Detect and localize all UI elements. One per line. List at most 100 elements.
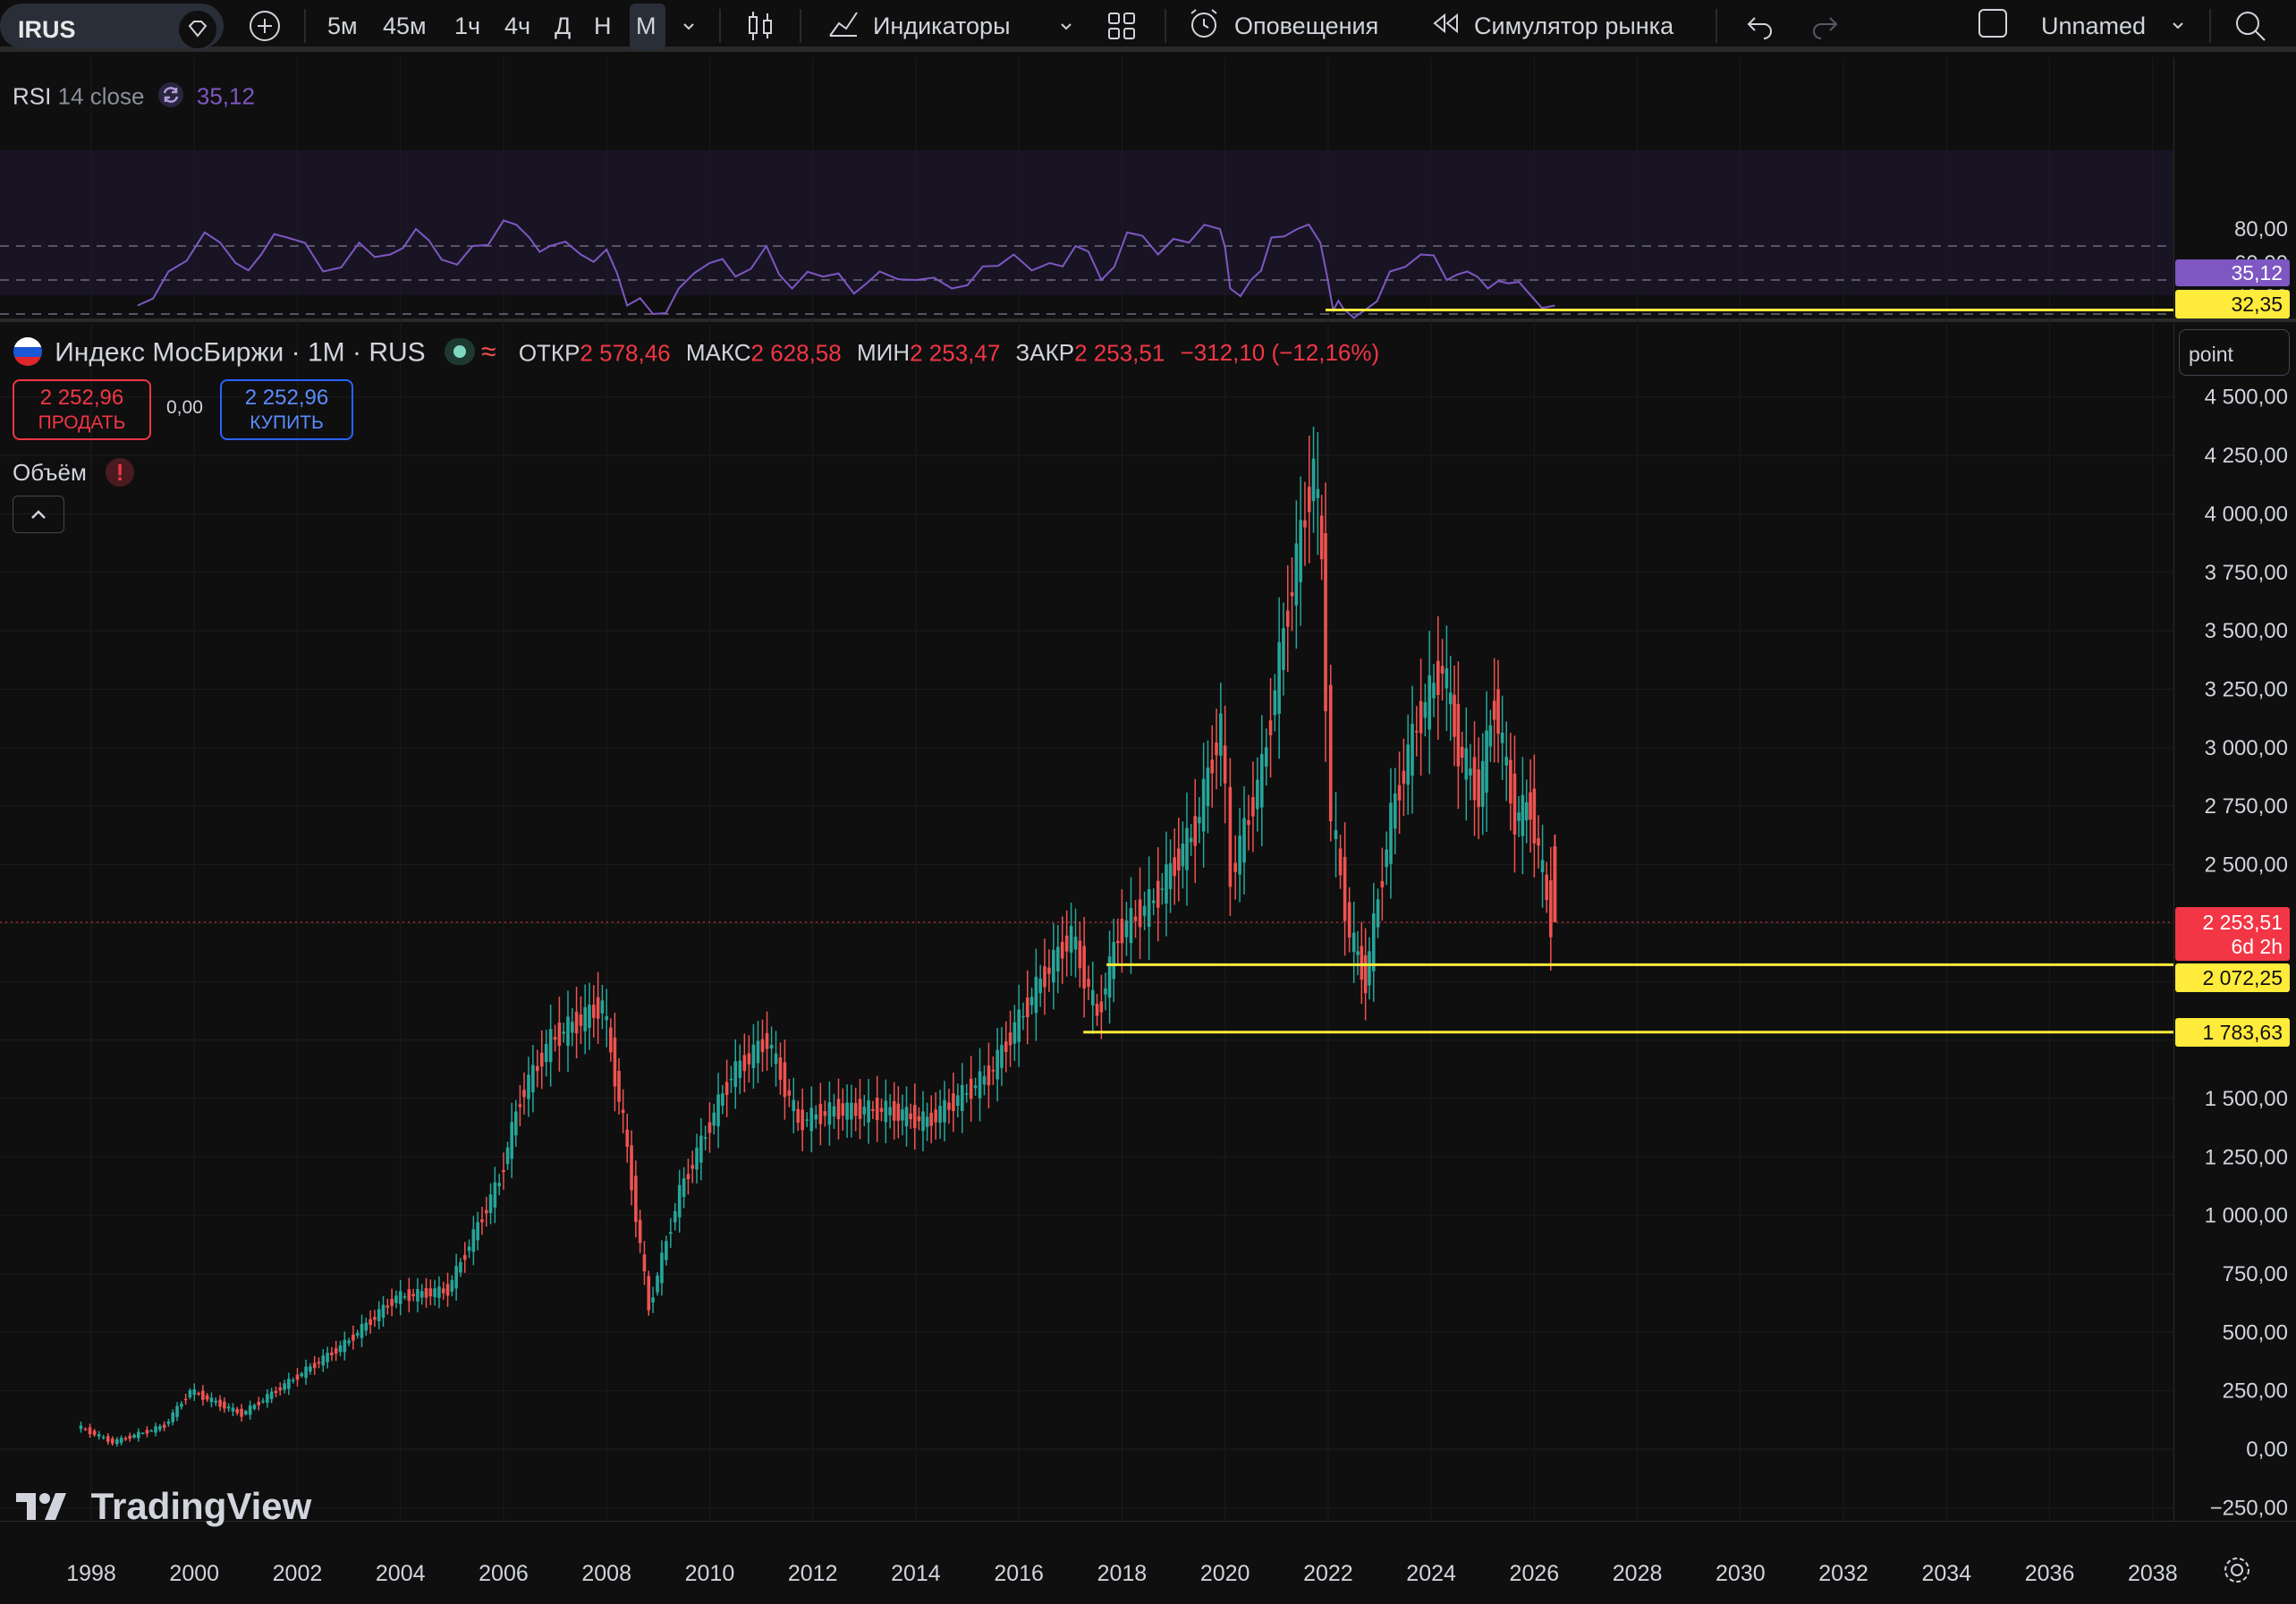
- candle-body: [747, 1053, 751, 1065]
- alerts-button[interactable]: Оповещения: [1186, 0, 1378, 52]
- timeframe-month[interactable]: М: [636, 12, 657, 39]
- price-axis[interactable]: [2173, 57, 2296, 1521]
- undo-icon[interactable]: [1744, 0, 1775, 52]
- compare-icon[interactable]: ≈: [481, 337, 496, 368]
- time-axis[interactable]: [0, 1521, 2296, 1604]
- timeframe-dropdown-icon[interactable]: [680, 0, 698, 52]
- timeframe-5m[interactable]: 5м: [327, 12, 358, 39]
- candle-body: [197, 1393, 200, 1395]
- market-replay-button[interactable]: Симулятор рынка: [1429, 0, 1673, 52]
- rsi-legend[interactable]: RSI 14 close 35,12: [13, 81, 255, 115]
- tradingview-watermark: TradingView: [16, 1485, 311, 1531]
- candle-body: [205, 1395, 209, 1400]
- market-replay-label: Симулятор рынка: [1474, 12, 1674, 39]
- candle-body: [982, 1075, 987, 1085]
- candle-body: [1210, 760, 1215, 774]
- candle-body: [1000, 1045, 1004, 1068]
- add-symbol-icon[interactable]: [247, 0, 283, 52]
- indicators-button[interactable]: Индикаторы: [826, 0, 1010, 52]
- collapse-legend-button[interactable]: [13, 496, 64, 533]
- timeframe-4h[interactable]: 4ч: [504, 12, 531, 39]
- candle-body: [1078, 940, 1082, 969]
- candle-body: [973, 1085, 978, 1089]
- candle-body: [428, 1288, 433, 1297]
- candle-body: [291, 1379, 295, 1382]
- candle-body: [1363, 955, 1368, 994]
- candle-body: [879, 1108, 884, 1112]
- candles-icon[interactable]: [744, 0, 776, 52]
- rsi-settings-icon[interactable]: [157, 81, 185, 115]
- candle-body: [1043, 966, 1046, 988]
- candle-body: [651, 1297, 655, 1303]
- candle-body: [101, 1437, 106, 1439]
- candle-body: [480, 1219, 484, 1223]
- candle-body: [1181, 844, 1185, 867]
- indicators-dropdown-icon[interactable]: [1057, 0, 1075, 52]
- candle-body: [287, 1379, 291, 1389]
- volume-legend[interactable]: Объём !: [13, 458, 135, 487]
- time-axis-label: 2030: [1716, 1561, 1766, 1586]
- candle-body: [783, 1062, 787, 1098]
- main-legend[interactable]: Индекс МосБиржи · 1M · RUS ≈ ОТКР2 578,4…: [13, 336, 1379, 373]
- high-value: 2 628,58: [750, 339, 842, 367]
- timeframe-day[interactable]: Д: [555, 12, 572, 39]
- rsi-name: RSI: [13, 82, 52, 110]
- sell-button[interactable]: 2 252,96 ПРОДАТЬ: [13, 379, 151, 440]
- open-label: ОТКР: [518, 339, 580, 367]
- candle-body: [106, 1436, 110, 1442]
- candle-body: [1500, 733, 1504, 743]
- layout-menu[interactable]: Unnamed: [1977, 0, 2187, 52]
- pro-diamond-icon[interactable]: [177, 9, 218, 50]
- candle-body: [814, 1114, 818, 1120]
- timeframe-45m[interactable]: 45м: [383, 12, 427, 39]
- price-axis-label: 4 250,00: [2205, 444, 2288, 468]
- candle-body: [261, 1400, 265, 1403]
- time-axis-label: 2016: [994, 1561, 1044, 1586]
- layouts-grid-icon[interactable]: [1106, 0, 1138, 52]
- volume-warning-icon[interactable]: !: [106, 458, 135, 487]
- candle-body: [83, 1429, 88, 1430]
- quick-search-icon[interactable]: [2232, 0, 2268, 52]
- candle-body: [1277, 641, 1281, 715]
- rsi-axis-label: 80,00: [2234, 217, 2288, 242]
- candle-body: [801, 1109, 804, 1131]
- candle-body: [240, 1408, 243, 1417]
- time-axis-label: 2006: [479, 1561, 529, 1586]
- candle-body: [845, 1102, 849, 1120]
- timeframe-1h[interactable]: 1ч: [454, 12, 481, 39]
- redo-icon[interactable]: [1810, 0, 1841, 52]
- candle-body: [938, 1105, 942, 1124]
- candle-body: [531, 1065, 535, 1093]
- candle-body: [1504, 757, 1509, 766]
- timeframe-week[interactable]: Н: [594, 12, 612, 39]
- candle-body: [1402, 770, 1406, 785]
- time-axis-label: 2000: [169, 1561, 219, 1586]
- candle-body: [841, 1103, 845, 1116]
- candle-body: [677, 1184, 682, 1218]
- candle-body: [1021, 1015, 1025, 1018]
- high-label: МАКС: [685, 339, 751, 367]
- pane-separator[interactable]: [0, 318, 2296, 322]
- candle-body: [1464, 748, 1469, 780]
- candle-body: [1189, 837, 1193, 843]
- candle-body: [1104, 988, 1107, 995]
- candle-body: [724, 1082, 729, 1095]
- symbol-search[interactable]: IRUS: [0, 4, 224, 50]
- candle-body: [1069, 926, 1073, 953]
- candle-body: [1029, 997, 1034, 1006]
- candle-body: [1012, 1022, 1017, 1044]
- candle-body: [969, 1078, 973, 1099]
- settings-gear-icon[interactable]: [2220, 1553, 2254, 1591]
- candle-body: [850, 1102, 853, 1120]
- candle-body: [522, 1090, 526, 1098]
- scale-mode-selector[interactable]: point: [2179, 329, 2290, 376]
- candle-body: [123, 1438, 128, 1440]
- buy-button[interactable]: 2 252,96 КУПИТЬ: [220, 379, 353, 440]
- volume-label: Объём: [13, 459, 87, 486]
- candle-body: [330, 1352, 334, 1355]
- candle-body: [836, 1099, 841, 1120]
- candle-body: [536, 1065, 539, 1072]
- candle-body: [929, 1112, 934, 1126]
- candle-body: [1060, 941, 1064, 959]
- candle-body: [283, 1383, 286, 1390]
